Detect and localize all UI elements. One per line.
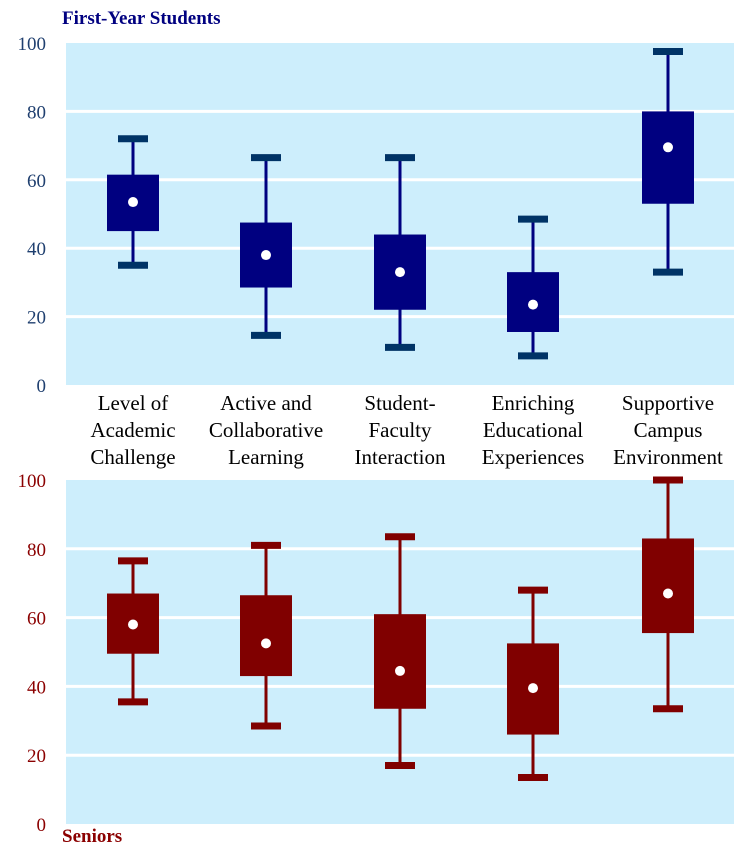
box-0-4 bbox=[642, 111, 694, 204]
y-tick-label-1-3: 60 bbox=[27, 609, 46, 630]
x-category-label-4-2: Environment bbox=[613, 445, 723, 469]
y-tick-label-1-1: 20 bbox=[27, 746, 46, 767]
y-tick-label-1-0: 0 bbox=[37, 815, 47, 836]
box-1-4 bbox=[642, 538, 694, 634]
y-tick-label-1-5: 100 bbox=[18, 471, 47, 492]
x-category-label-0-2: Challenge bbox=[90, 445, 175, 469]
mean-marker-0-3 bbox=[528, 299, 538, 310]
y-tick-label-0-5: 100 bbox=[18, 34, 47, 55]
box-1-1 bbox=[240, 595, 292, 677]
mean-marker-1-2 bbox=[395, 665, 405, 676]
mean-marker-0-4 bbox=[663, 142, 673, 153]
mean-marker-1-4 bbox=[663, 588, 673, 599]
y-tick-label-0-2: 40 bbox=[27, 239, 46, 260]
y-tick-label-0-3: 60 bbox=[27, 171, 46, 192]
mean-marker-0-0 bbox=[128, 197, 138, 208]
x-category-label-1-2: Learning bbox=[228, 445, 304, 469]
x-category-label-2-0: Student- bbox=[364, 391, 435, 415]
x-category-label-2-1: Faculty bbox=[369, 418, 432, 442]
y-tick-label-0-4: 80 bbox=[27, 102, 46, 123]
mean-marker-1-3 bbox=[528, 683, 538, 694]
box-1-2 bbox=[374, 614, 426, 709]
x-category-label-0-0: Level of bbox=[98, 391, 169, 415]
x-category-label-4-0: Supportive bbox=[622, 391, 714, 415]
y-tick-label-0-1: 20 bbox=[27, 308, 46, 329]
x-category-label-1-1: Collaborative bbox=[209, 418, 323, 442]
mean-marker-0-2 bbox=[395, 267, 405, 278]
x-category-label-0-1: Academic bbox=[90, 418, 175, 442]
x-category-label-3-2: Experiences bbox=[482, 445, 585, 469]
x-category-label-1-0: Active and bbox=[220, 391, 312, 415]
x-category-label-4-1: Campus bbox=[634, 418, 703, 442]
y-tick-label-0-0: 0 bbox=[37, 376, 47, 397]
x-category-label-2-2: Interaction bbox=[355, 445, 446, 469]
mean-marker-1-0 bbox=[128, 619, 138, 630]
mean-marker-0-1 bbox=[261, 250, 271, 261]
x-category-label-3-0: Enriching bbox=[492, 391, 575, 415]
y-tick-label-1-4: 80 bbox=[27, 540, 46, 561]
chart-title-first-year: First-Year Students bbox=[62, 8, 221, 29]
x-category-label-3-1: Educational bbox=[483, 418, 583, 442]
mean-marker-1-1 bbox=[261, 638, 271, 649]
y-tick-label-1-2: 40 bbox=[27, 677, 46, 698]
chart-title-seniors: Seniors bbox=[62, 826, 123, 847]
